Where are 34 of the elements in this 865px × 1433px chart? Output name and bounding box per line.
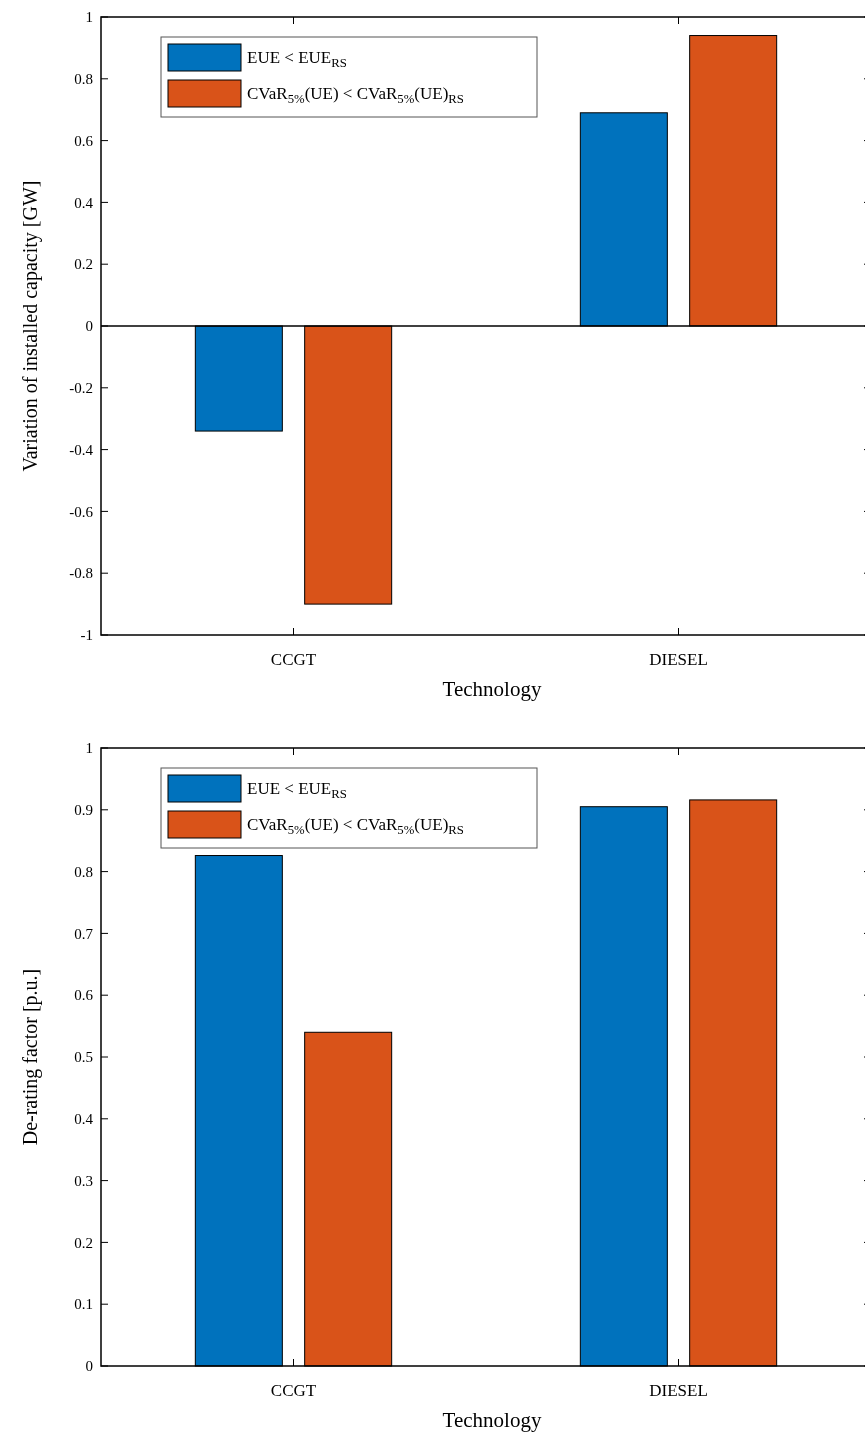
x-axis-title: Technology [442,677,542,701]
x-axis-title: Technology [442,1408,542,1432]
y-tick-label: -1 [80,627,93,644]
y-tick-label: 0.9 [74,802,93,819]
y-tick-label: 0.8 [74,863,93,880]
x-tick-label: DIESEL [649,650,708,669]
y-tick-label: 1 [85,9,93,26]
x-tick-label: DIESEL [649,1381,708,1400]
legend-label: EUE < EUE$_{RS}$ [247,48,347,70]
y-tick-label: 0.4 [74,194,94,211]
y-tick-label: 0.8 [74,71,93,88]
legend-label: CVaR$_{5%}$(UE) < CVaR$_{5%}$(UE)$_{RS}$ [247,815,464,837]
y-tick-label: 0.7 [74,925,94,942]
y-tick-label: 0.4 [74,1111,94,1128]
y-tick-label: 0.5 [74,1049,93,1066]
legend-label: EUE < EUE$_{RS}$ [247,779,347,801]
legend-label: CVaR$_{5%}$(UE) < CVaR$_{5%}$(UE)$_{RS}$ [247,84,464,106]
y-tick-label: 0.2 [74,1234,93,1251]
y-tick-label: 0.1 [74,1296,93,1313]
y-tick-label: 0 [85,1358,93,1375]
y-tick-label: 0 [85,318,93,335]
y-tick-label: 0.3 [74,1172,93,1189]
x-tick-label: CCGT [270,650,317,669]
y-axis-title: Variation of installed capacity [GW] [19,180,42,472]
y-tick-label: -0.2 [69,380,93,397]
y-tick-label: -0.4 [69,441,94,458]
y-tick-label: 1 [85,740,93,757]
y-axis-title: De-rating factor [p.u.] [19,968,42,1146]
y-tick-label: -0.6 [69,503,94,520]
x-tick-label: CCGT [270,1381,317,1400]
y-tick-label: 0.2 [74,256,93,273]
y-tick-label: 0.6 [74,987,94,1004]
y-tick-label: 0.6 [74,132,94,149]
y-tick-label: -0.8 [69,565,93,582]
